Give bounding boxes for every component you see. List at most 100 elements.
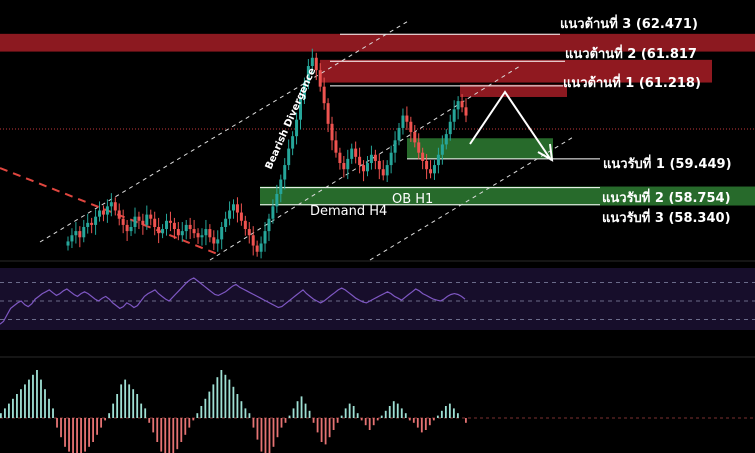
zone-2 (407, 138, 553, 159)
candle-body (255, 245, 259, 252)
candle-body (464, 107, 468, 116)
macd-bar (104, 418, 107, 421)
candle-body (157, 226, 161, 234)
macd-bar (92, 418, 94, 442)
macd-bar (444, 406, 447, 418)
macd-bar (212, 384, 215, 418)
candle-body (121, 218, 125, 225)
candle-body (381, 169, 385, 176)
candle-body (86, 222, 90, 227)
macd-bar (264, 418, 267, 453)
macd-bar (236, 394, 239, 418)
macd-bar (296, 401, 299, 418)
macd-bar (312, 418, 315, 423)
candle-body (180, 231, 184, 236)
candle-body (421, 152, 425, 161)
macd-bar (316, 418, 319, 433)
macd-bar (420, 418, 423, 433)
candle-body (452, 109, 456, 122)
macd-bar (64, 418, 66, 447)
macd-bar (276, 418, 279, 438)
candle-body (117, 210, 121, 219)
candles-layer (66, 48, 468, 259)
macd-bar (376, 418, 379, 421)
candle-body (259, 243, 263, 252)
support-2-label: แนวรับที่ 2 (58.754) (602, 188, 731, 206)
macd-bar (88, 418, 90, 447)
macd-bar (52, 408, 54, 418)
ob-h1-label: OB H1 (392, 192, 433, 207)
support-3-label: แนวรับที่ 3 (58.340) (602, 208, 731, 226)
projected-path (469, 90, 552, 161)
macd-bar (448, 403, 451, 418)
candle-body (109, 202, 113, 207)
macd-bar (240, 401, 243, 418)
candle-body (318, 70, 322, 87)
macd-bar (368, 418, 371, 430)
macd-bar (84, 418, 86, 452)
candle-body (216, 239, 220, 244)
macd-bar (292, 408, 295, 418)
candle-body (263, 231, 267, 244)
macd-bar (44, 389, 46, 418)
macd-bar (196, 413, 199, 418)
macd-bar (128, 384, 131, 418)
candle-body (74, 231, 78, 236)
candle-body (251, 235, 255, 246)
macd-bar (132, 389, 135, 418)
macd-bar (76, 418, 78, 453)
trendlines-layer (0, 19, 755, 261)
candle-body (271, 206, 275, 219)
macd-bar (400, 408, 403, 418)
macd-bar (396, 403, 399, 418)
candle-body (212, 237, 216, 244)
macd-bar (148, 418, 151, 423)
macd-bar (260, 418, 263, 452)
zones-layer (0, 33, 755, 206)
macd-bar (340, 415, 343, 418)
macd-bar (392, 401, 395, 418)
candle-body (70, 235, 74, 242)
candle-body (287, 148, 291, 166)
macd-bar (176, 418, 179, 450)
candle-body (295, 119, 299, 137)
macd-bar (372, 418, 375, 426)
macd-bar (364, 418, 367, 426)
macd-bar (436, 415, 439, 418)
macd-bar (388, 406, 391, 418)
macd-bar (232, 386, 235, 418)
candle-body (239, 212, 243, 221)
macd-bar (152, 418, 155, 433)
rsi-panel (0, 260, 755, 358)
bearish-divergence-label: Bearish Divergence (264, 66, 319, 171)
candle-body (224, 218, 228, 227)
rsi-background (0, 268, 755, 330)
macd-bar (248, 413, 251, 418)
candle-body (176, 229, 180, 236)
macd-bar (184, 418, 187, 435)
macd-bar (68, 418, 70, 452)
candle-body (417, 142, 421, 153)
resistance-3-label: แนวต้านที่ 3 (62.471) (560, 14, 698, 32)
candle-body (228, 210, 232, 219)
macd-bar (4, 408, 6, 418)
candle-body (168, 220, 172, 223)
macd-bar (228, 379, 231, 418)
descending-trendline (0, 167, 221, 256)
candle-body (188, 224, 192, 230)
candle-body (310, 57, 314, 67)
candle-body (196, 233, 200, 238)
candle-body (220, 226, 224, 240)
macd-bar (168, 418, 171, 453)
macd-bar (40, 379, 42, 418)
macd-bar (256, 418, 259, 440)
macd-bar (440, 410, 443, 418)
macd-bar (12, 398, 14, 418)
candle-body (298, 99, 302, 120)
macd-bar (216, 377, 219, 418)
macd-bar (268, 418, 271, 453)
candle-body (342, 163, 346, 170)
candle-body (184, 224, 188, 232)
macd-bar (452, 408, 455, 418)
